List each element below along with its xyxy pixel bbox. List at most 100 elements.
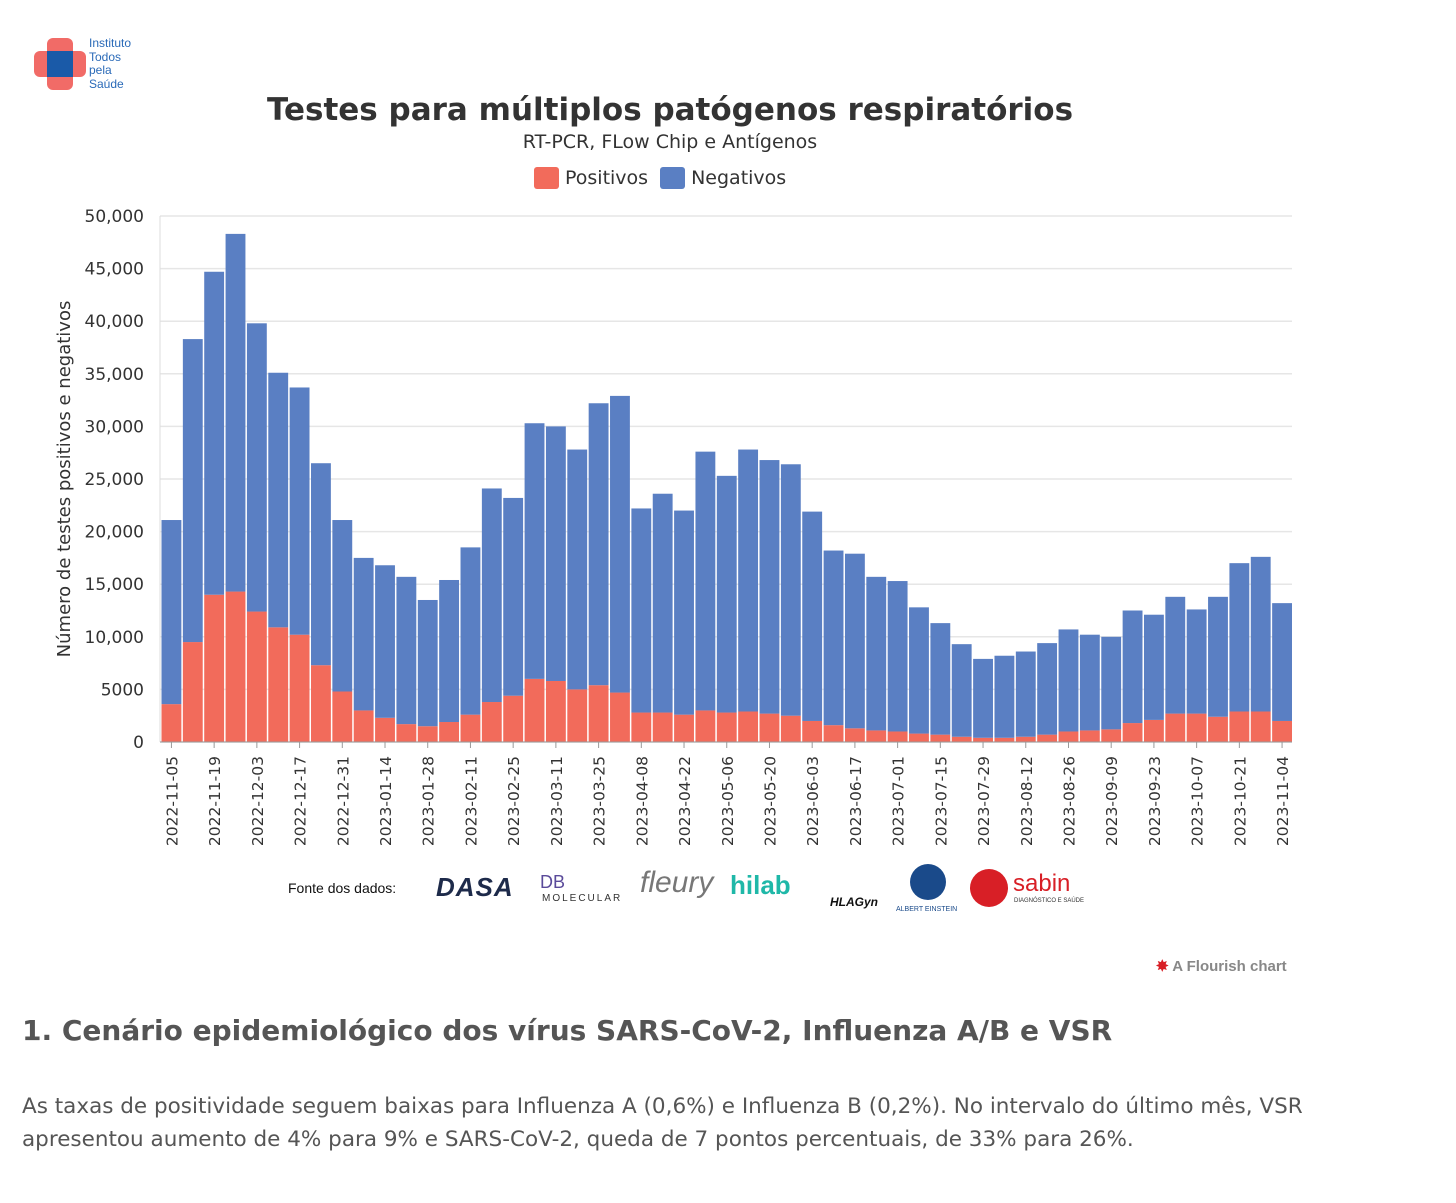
bar-positivos	[823, 725, 844, 742]
bar-positivos	[1229, 711, 1250, 742]
bar-negativos	[289, 387, 310, 635]
bar-negativos	[738, 449, 759, 712]
x-tick-label: 2023-04-08	[633, 756, 651, 846]
legend-swatch	[534, 167, 559, 189]
bar-positivos	[631, 712, 652, 742]
x-tick-label: 2023-09-23	[1146, 756, 1164, 846]
flourish-icon: ✸	[1156, 958, 1169, 975]
y-tick-label: 40,000	[85, 312, 144, 332]
bar-negativos	[545, 426, 566, 681]
bar-negativos	[182, 339, 203, 643]
bar-positivos	[289, 634, 310, 742]
bar-positivos	[332, 691, 353, 742]
molecular-text: MOLECULAR	[542, 893, 623, 904]
fleury-logo: fleury	[640, 866, 714, 899]
x-tick-label: 2023-11-04	[1274, 756, 1292, 846]
x-tick-label: 2023-07-15	[932, 756, 950, 846]
bar-negativos	[503, 497, 524, 696]
x-tick-label: 2022-12-03	[249, 756, 267, 846]
bar-positivos	[973, 737, 993, 742]
bar-negativos	[652, 493, 673, 713]
bar-negativos	[823, 550, 844, 726]
bar-positivos	[524, 678, 545, 742]
y-tick-label: 50,000	[85, 207, 144, 227]
x-tick-label: 2023-08-12	[1018, 756, 1036, 846]
bar-negativos	[396, 576, 417, 725]
bar-positivos	[866, 730, 887, 742]
sabin-emblem-icon	[970, 869, 1008, 907]
instituto-todos-pela-saude-logo	[34, 38, 86, 90]
x-tick-label: 2023-05-20	[761, 756, 779, 846]
bar-positivos	[1272, 720, 1292, 742]
x-tick-label: 2023-06-17	[847, 756, 865, 846]
bar-negativos	[802, 511, 823, 721]
bar-negativos	[1015, 651, 1036, 737]
bar-negativos	[1037, 643, 1058, 735]
bar-negativos	[161, 520, 182, 705]
bar-positivos	[588, 685, 609, 742]
bar-negativos	[1208, 596, 1228, 717]
bar-positivos	[930, 734, 951, 742]
bar-negativos	[1229, 563, 1250, 712]
dasa-logo: DASA	[436, 872, 514, 902]
bar-positivos	[545, 680, 566, 742]
legend-item-negativos[interactable]: Negativos	[660, 167, 786, 189]
y-tick-label: 15,000	[85, 575, 144, 595]
flourish-credit-link[interactable]: ✸ A Flourish chart	[1156, 957, 1287, 975]
x-tick-label: 2023-10-21	[1231, 756, 1249, 846]
bar-negativos	[1143, 614, 1164, 720]
y-tick-label: 45,000	[85, 260, 144, 280]
bar-negativos	[844, 553, 865, 729]
bar-negativos	[930, 623, 951, 735]
bar-positivos	[951, 736, 972, 742]
bar-negativos	[1101, 636, 1122, 730]
y-tick-label: 5000	[101, 680, 144, 700]
sabin-logo: sabin	[1013, 870, 1071, 897]
y-tick-label: 30,000	[85, 417, 144, 437]
bar-positivos	[780, 715, 801, 742]
bar-negativos	[417, 599, 438, 727]
bar-negativos	[1250, 556, 1271, 712]
bar-negativos	[610, 395, 630, 693]
einstein-emblem-icon	[910, 864, 946, 900]
x-tick-label: 2023-01-14	[377, 756, 395, 846]
bar-positivos	[225, 591, 246, 742]
y-tick-label: 0	[133, 733, 144, 753]
legend-item-positivos[interactable]: Positivos	[534, 167, 648, 189]
bar-negativos	[1165, 596, 1186, 714]
bar-positivos	[1037, 734, 1058, 742]
sources-label: Fonte dos dados:	[288, 880, 397, 896]
x-tick-label: 2023-03-25	[591, 756, 609, 846]
legend-swatch	[660, 167, 686, 189]
bar-negativos	[1186, 609, 1207, 714]
bar-negativos	[375, 565, 395, 718]
hlagyn-logo: HLAGyn	[830, 895, 878, 909]
bar-negativos	[973, 658, 993, 738]
bar-negativos	[225, 233, 246, 592]
x-tick-label: 2023-02-11	[462, 756, 480, 846]
logo-line: Todos	[89, 49, 122, 64]
bar-positivos	[246, 611, 267, 742]
bar-positivos	[460, 714, 481, 742]
bar-negativos	[909, 607, 929, 734]
bar-negativos	[353, 557, 374, 711]
bar-positivos	[652, 712, 673, 742]
bar-positivos	[1015, 736, 1036, 742]
x-tick-label: 2022-12-31	[334, 756, 352, 846]
bar-negativos	[481, 488, 502, 703]
x-tick-label: 2023-02-25	[505, 756, 523, 846]
bar-positivos	[738, 711, 759, 742]
bar-negativos	[695, 451, 716, 711]
legend-label: Positivos	[565, 167, 649, 189]
bar-positivos	[204, 594, 225, 742]
bar-negativos	[311, 463, 331, 666]
bar-negativos	[716, 475, 737, 713]
bar-positivos	[887, 731, 908, 742]
x-tick-label: 2023-07-29	[975, 756, 993, 846]
bar-positivos	[161, 704, 182, 742]
flourish-credit-text: A Flourish chart	[1172, 958, 1287, 975]
x-tick-label: 2022-11-19	[206, 756, 224, 846]
bar-positivos	[375, 717, 395, 742]
bar-negativos	[631, 508, 652, 713]
x-tick-label: 2023-10-07	[1189, 756, 1207, 846]
